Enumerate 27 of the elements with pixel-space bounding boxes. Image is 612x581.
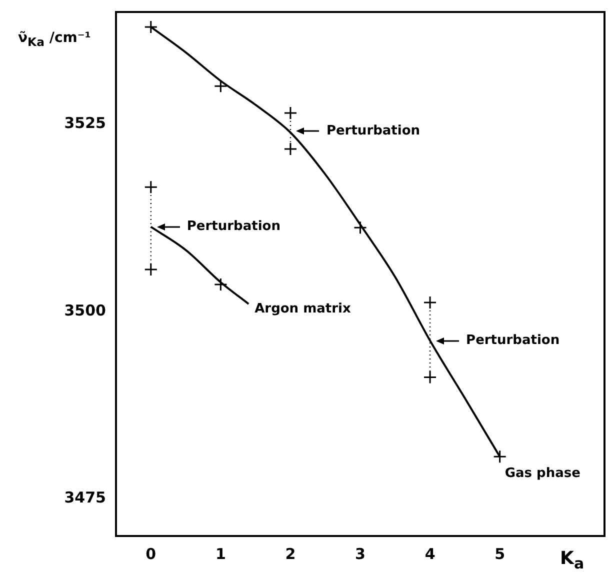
x-tick-label: 0 (146, 544, 156, 563)
y-tick-label: 3525 (64, 114, 106, 132)
point (493, 450, 507, 464)
point (423, 370, 437, 384)
annotation: Perturbation (466, 333, 560, 348)
point (214, 79, 228, 93)
x-tick-label: 1 (215, 544, 226, 563)
point (144, 20, 158, 34)
point (284, 142, 298, 156)
point (423, 296, 437, 310)
point (144, 180, 158, 194)
y-tick-label: 3500 (64, 301, 106, 320)
x-axis-title: K$_{a}$ (560, 548, 584, 573)
annotation: Gas phase (504, 466, 581, 482)
annotation: Perturbation (326, 123, 420, 138)
annotation: Argon matrix (254, 301, 352, 316)
x-tick-label: 3 (355, 544, 366, 563)
point (214, 278, 228, 292)
point (284, 106, 298, 120)
x-tick-label: 2 (285, 544, 296, 563)
annotation: Perturbation (186, 219, 280, 234)
y-tick-label: 3475 (64, 488, 106, 506)
x-tick-label: 4 (424, 544, 436, 563)
y-axis-title: ν̃$_{Ka}$ /cm⁻¹ (18, 30, 91, 49)
point (144, 262, 158, 276)
x-tick-label: 5 (494, 544, 506, 563)
point (354, 220, 367, 234)
